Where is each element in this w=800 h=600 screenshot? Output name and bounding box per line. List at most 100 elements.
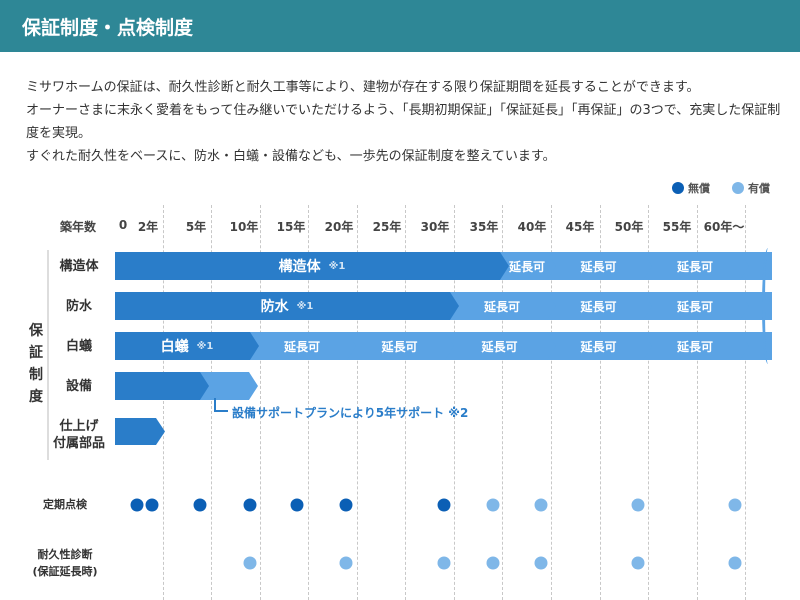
intro-text: ミサワホームの保証は、耐久性診断と耐久工事等により、建物が存在する限り保証期間を…: [26, 76, 786, 168]
paid-inspection-dot: [243, 556, 257, 570]
extension-segment: 延長可: [545, 252, 652, 280]
year-tick: 25年: [372, 220, 402, 234]
paid-inspection-dot: [437, 556, 451, 570]
break-mark-icon: [762, 248, 774, 364]
row-label: 設備: [65, 379, 92, 394]
grid-line: [163, 205, 164, 600]
extension-segment: 延長可: [641, 292, 749, 320]
free-inspection-dot: [130, 498, 144, 512]
grid-line: [308, 205, 309, 600]
warranty-bar: 白蟻 ※1: [115, 332, 259, 360]
free-inspection-dot: [339, 498, 353, 512]
extension-segment: 延長可: [641, 252, 749, 280]
extension-label: 延長可: [580, 259, 617, 274]
paid-inspection-dot: [534, 498, 548, 512]
grid-line: [405, 205, 406, 600]
grid-line: [648, 205, 649, 600]
page-title: 保証制度・点検制度: [0, 0, 800, 52]
bar-note: ※1: [196, 340, 214, 352]
extension-label: 延長可: [483, 299, 520, 314]
group-label: 保証制度: [29, 323, 43, 405]
year-tick: 0: [118, 218, 128, 232]
year-tick: 45年: [565, 220, 595, 234]
equipment-note: 設備サポートプランにより5年サポート ※2: [232, 406, 469, 420]
extension-label: 延長可: [508, 259, 545, 274]
year-tick: 60年～: [703, 220, 745, 234]
paid-inspection-dot: [339, 556, 353, 570]
paid-inspection-dot: [486, 498, 500, 512]
extension-label: 延長可: [676, 339, 713, 354]
extension-label: 延長可: [676, 299, 713, 314]
free-inspection-dot: [243, 498, 257, 512]
axis-label: 築年数: [59, 220, 97, 234]
paid-inspection-dot: [631, 556, 645, 570]
paid-inspection-dot: [631, 498, 645, 512]
note-connector: [214, 398, 228, 412]
extension-segment: 延長可: [641, 332, 749, 360]
year-tick: 20年: [324, 220, 354, 234]
free-inspection-dot: [193, 498, 207, 512]
bar-label: 構造体: [278, 259, 321, 275]
warranty-bar: 構造体 ※1: [115, 252, 509, 280]
year-tick: 10年: [229, 220, 259, 234]
grid-line: [697, 205, 698, 600]
bar-label: 防水: [260, 299, 289, 315]
warranty-bar: 防水 ※1: [115, 292, 459, 320]
legend-paid: 有償: [732, 180, 770, 196]
free-inspection-dot: [290, 498, 304, 512]
extension-label: 延長可: [481, 339, 518, 354]
row-label: 仕上げ 付属部品: [52, 419, 105, 451]
paid-inspection-dot: [728, 498, 742, 512]
legend-label: 有償: [748, 182, 770, 195]
equipment-free-bar: [115, 372, 209, 400]
extension-segment: 延長可: [448, 292, 556, 320]
extension-label: 延長可: [283, 339, 320, 354]
paid-inspection-dot: [534, 556, 548, 570]
grid-line: [454, 205, 455, 600]
finishing-bar: [115, 418, 165, 445]
legend-free: 無償: [672, 180, 710, 196]
group-divider: [47, 250, 49, 460]
grid-line: [357, 205, 358, 600]
grid-line: [211, 205, 212, 600]
grid-line: [502, 205, 503, 600]
intro-line: オーナーさまに末永く愛着をもって住み継いでいただけるよう、「長期初期保証」「保証…: [26, 103, 781, 141]
intro-line: すぐれた耐久性をベースに、防水・白蟻・設備なども、一歩先の保証制度を整えています…: [26, 149, 556, 164]
extension-label: 延長可: [381, 339, 418, 354]
inspection-label: 定期点検: [43, 498, 87, 511]
extension-label: 延長可: [676, 259, 713, 274]
year-tick: 5年: [185, 220, 207, 234]
year-tick: 40年: [517, 220, 547, 234]
year-tick: 35年: [469, 220, 499, 234]
extension-segment: 延長可: [345, 332, 454, 360]
free-dot-icon: [672, 182, 684, 194]
paid-inspection-dot: [486, 556, 500, 570]
extension-label: 延長可: [580, 299, 617, 314]
row-label: 構造体: [59, 259, 99, 274]
grid-line: [600, 205, 601, 600]
year-tick: 2年: [137, 220, 159, 234]
free-inspection-dot: [145, 498, 159, 512]
free-inspection-dot: [437, 498, 451, 512]
intro-line: ミサワホームの保証は、耐久性診断と耐久工事等により、建物が存在する限り保証期間を…: [26, 80, 700, 95]
bar-label: 白蟻: [160, 339, 189, 355]
paid-inspection-dot: [728, 556, 742, 570]
legend-label: 無償: [688, 182, 710, 195]
bar-note: ※1: [296, 300, 314, 312]
inspection-label: 耐久性診断 (保証延長時): [32, 548, 98, 578]
row-label: 白蟻: [65, 339, 92, 354]
extension-segment: 延長可: [443, 332, 556, 360]
year-tick: 55年: [662, 220, 692, 234]
year-tick: 50年: [614, 220, 644, 234]
extension-segment: 延長可: [545, 292, 652, 320]
grid-line: [745, 205, 746, 600]
extension-label: 延長可: [580, 339, 617, 354]
grid-line: [551, 205, 552, 600]
extension-segment: 延長可: [248, 332, 356, 360]
bar-note: ※1: [328, 260, 346, 272]
row-label: 防水: [65, 299, 92, 314]
paid-dot-icon: [732, 182, 744, 194]
grid-line: [260, 205, 261, 600]
year-tick: 30年: [420, 220, 450, 234]
extension-segment: 延長可: [545, 332, 652, 360]
